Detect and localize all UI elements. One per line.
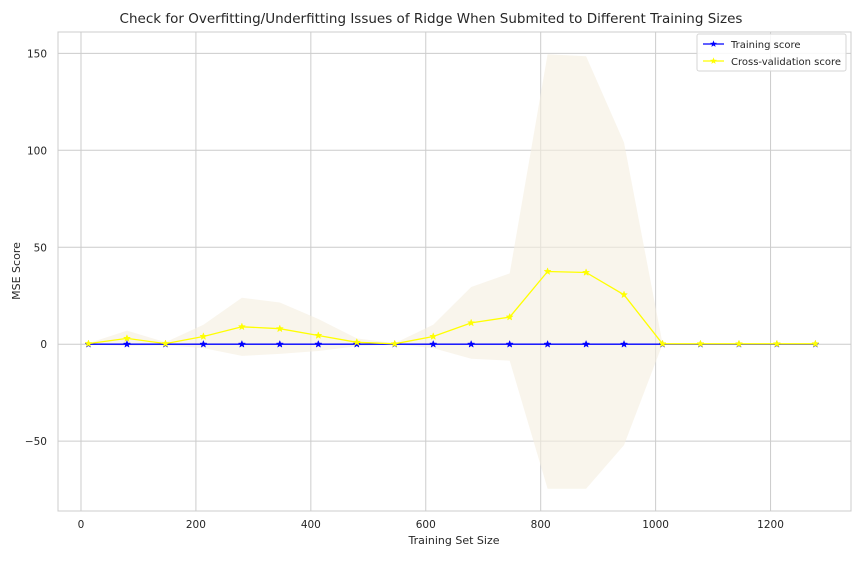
x-axis-label: Training Set Size xyxy=(407,534,499,547)
series-point-0 xyxy=(581,339,591,348)
series-point-0 xyxy=(275,339,284,348)
series-point-0 xyxy=(237,339,246,348)
series-line-1 xyxy=(88,270,816,345)
series-point-1 xyxy=(658,339,667,348)
series-point-0 xyxy=(429,339,438,348)
y-tick-label: 100 xyxy=(27,145,47,157)
series-layer xyxy=(84,267,820,348)
y-tick-label: 0 xyxy=(40,339,47,351)
series-point-1 xyxy=(772,339,781,348)
series-point-1 xyxy=(352,337,361,346)
y-axis-label: MSE Score xyxy=(10,242,23,300)
series-point-1 xyxy=(811,339,820,348)
x-tick-label: 0 xyxy=(78,519,85,531)
series-point-1 xyxy=(619,290,629,299)
series-point-1 xyxy=(505,312,514,321)
series-point-1 xyxy=(275,324,284,333)
x-tick-label: 1000 xyxy=(642,519,669,531)
series-point-1 xyxy=(696,339,705,348)
series-point-1 xyxy=(581,268,591,276)
plot-frame xyxy=(57,31,852,512)
x-tick-labels: 0 200 400 600 800 1000 1200 xyxy=(78,519,784,531)
series-point-0 xyxy=(122,339,132,348)
series-point-0 xyxy=(314,339,323,348)
series-point-1 xyxy=(161,339,170,348)
series-point-1 xyxy=(122,334,132,342)
x-tick-label: 400 xyxy=(301,519,321,531)
series-point-1 xyxy=(199,332,208,340)
series-point-0 xyxy=(505,339,514,348)
chart-title: Check for Overfitting/Underfitting Issue… xyxy=(120,11,743,27)
series-point-1 xyxy=(314,331,323,339)
series-point-1 xyxy=(390,339,399,348)
legend-label-cv: Cross-validation score xyxy=(731,57,841,68)
series-point-1 xyxy=(734,339,744,348)
legend-box xyxy=(696,33,847,72)
series-point-1 xyxy=(429,332,438,340)
series-point-0 xyxy=(199,339,208,348)
legend-marker-training xyxy=(710,40,717,47)
x-tick-label: 800 xyxy=(531,519,551,531)
x-tick-label: 1200 xyxy=(757,519,784,531)
legend-marker-cv xyxy=(710,57,717,64)
cross-validation-band xyxy=(88,54,816,489)
grid-lines xyxy=(58,32,851,511)
legend: Training score Cross-validation score xyxy=(696,33,847,72)
series-point-1 xyxy=(237,322,246,331)
y-tick-label: −50 xyxy=(25,436,47,448)
y-tick-labels: −50 0 50 100 150 xyxy=(25,48,47,448)
series-point-1 xyxy=(84,339,93,348)
x-tick-label: 200 xyxy=(186,519,206,531)
series-point-0 xyxy=(619,339,629,348)
legend-label-training: Training score xyxy=(730,40,801,51)
series-point-1 xyxy=(467,318,476,327)
y-tick-label: 50 xyxy=(34,242,47,254)
series-point-1 xyxy=(543,267,552,275)
x-tick-label: 600 xyxy=(416,519,436,531)
series-point-0 xyxy=(543,339,552,348)
series-point-0 xyxy=(467,339,476,348)
y-tick-label: 150 xyxy=(27,48,47,60)
